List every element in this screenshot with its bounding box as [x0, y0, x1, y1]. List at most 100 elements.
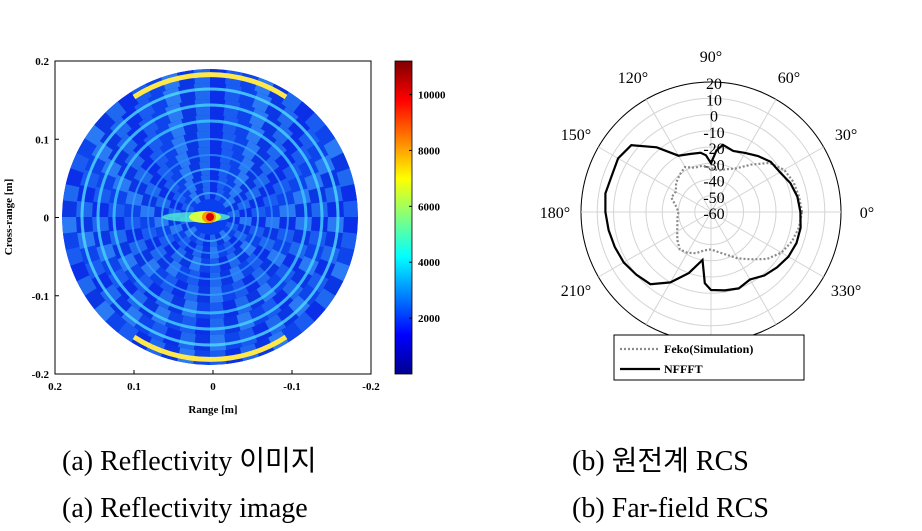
heatmap-ring — [112, 119, 308, 315]
heatmap-cell — [124, 150, 146, 171]
heatmap-cell — [156, 252, 175, 271]
polar-grid-spoke — [710, 146, 824, 213]
polar-r-label: -20 — [703, 141, 724, 158]
heatmap-cell — [327, 217, 344, 234]
heatmap-cell — [245, 163, 264, 182]
polar-grid-spoke — [598, 146, 712, 213]
heatmap-cell — [109, 188, 128, 205]
polar-theta-label: 330° — [831, 283, 861, 300]
heatmap-cell — [308, 186, 327, 204]
heatmap-cell — [308, 230, 327, 248]
heatmap-cell — [258, 236, 276, 252]
heatmap-cell — [343, 217, 358, 234]
polar-theta-label: 90° — [700, 49, 722, 66]
colorbar: 10000 8000 6000 4000 2000 — [394, 60, 446, 375]
series-nffft — [604, 143, 802, 292]
heatmap-cell — [116, 133, 138, 155]
heatmap-cell — [62, 184, 80, 202]
heatmap-cell — [194, 318, 210, 335]
heatmap-cell — [223, 315, 241, 334]
polar-theta-label: 210° — [561, 283, 591, 300]
heatmap-cell — [84, 124, 106, 146]
heatmap-peak — [206, 213, 214, 221]
heatmap-cell — [177, 331, 196, 351]
heatmap-cell — [177, 83, 196, 103]
heatmap-cell — [158, 185, 176, 201]
heatmap-cell — [116, 279, 138, 301]
caption-b-korean: (b) 원전계 RCS — [572, 445, 749, 477]
heatmap-cell — [239, 240, 257, 257]
heatmap-cell — [179, 315, 197, 334]
heatmap-cell — [288, 295, 311, 318]
heatmap-cell — [155, 195, 172, 209]
caption-a-english: (a) Reflectivity image — [62, 493, 308, 524]
heatmap-cell — [105, 101, 127, 123]
heatmap-cell — [92, 201, 109, 217]
heatmap-y-tick-label: -0.1 — [32, 291, 49, 303]
heatmap-cell — [195, 115, 210, 132]
heatmap-cell — [141, 193, 158, 208]
heatmap-cell — [70, 152, 90, 173]
heatmap-bright-arc-bottom — [132, 334, 288, 362]
heatmap-cell — [70, 261, 90, 282]
heatmap-cell — [141, 226, 158, 241]
polar-theta-label: 120° — [618, 70, 648, 87]
heatmap-x-tick-label: 0 — [210, 381, 216, 393]
heatmap-cell — [282, 133, 304, 155]
heatmap-cell — [324, 231, 344, 250]
heatmap-cell — [144, 182, 162, 198]
heatmap-cell — [62, 200, 77, 217]
heatmap-cell — [272, 123, 294, 145]
heatmap-cell — [293, 311, 315, 333]
heatmap-cell — [62, 217, 77, 234]
heatmap-cell — [233, 246, 250, 264]
heatmap-cell — [156, 163, 175, 182]
heatmap-cell — [343, 200, 358, 217]
polar-theta-label: 0° — [860, 205, 874, 222]
polar-theta-label: 150° — [561, 127, 591, 144]
heatmap-cell — [76, 231, 96, 250]
heatmap-cell — [109, 229, 128, 246]
heatmap-cell — [323, 138, 344, 159]
heatmap-cell — [258, 182, 276, 198]
heatmap-cell — [109, 116, 132, 139]
heatmap-cell — [181, 299, 198, 318]
heatmap-cell — [117, 321, 139, 343]
heatmap-cell — [311, 217, 328, 233]
heatmap-y-tick-label: 0.2 — [35, 56, 49, 68]
heatmap-cell — [281, 321, 303, 343]
heatmap-cell — [314, 288, 336, 310]
heatmap-cell — [210, 302, 225, 319]
heatmap-cell — [295, 202, 312, 217]
heatmap-cell — [93, 230, 112, 248]
heatmap-cell — [143, 131, 164, 153]
heatmap-cell — [108, 202, 125, 217]
caption-a-korean: (a) Reflectivity 이미지 — [62, 446, 317, 477]
heatmap-cell — [314, 124, 336, 146]
heatmap-cell — [132, 139, 154, 161]
heatmap-cell — [193, 83, 210, 100]
heatmap-cell — [170, 170, 187, 188]
heatmap-ylabel: Cross-range [m] — [3, 179, 15, 255]
heatmap-cell — [252, 172, 271, 189]
heatmap-cell — [76, 275, 97, 296]
heatmap-cell — [178, 251, 194, 269]
heatmap-cell — [266, 139, 288, 161]
polar-r-label: -40 — [703, 174, 724, 191]
heatmap-cell — [274, 263, 296, 284]
heatmap-cell — [149, 172, 168, 189]
heatmap-cell — [292, 188, 311, 205]
heatmap-cell — [92, 217, 109, 233]
heatmap-cell — [165, 259, 182, 278]
heatmap-cell — [163, 240, 181, 257]
heatmap-cell — [340, 232, 358, 250]
polar-panel: 0°30°60°90°120°150°180°210°240°270°300°3… — [540, 49, 874, 381]
heatmap-x-ticks: 0.2 0.1 0 -0.1 -0.2 — [48, 370, 380, 393]
heatmap-cell — [330, 152, 350, 173]
polar-theta-label: 30° — [835, 127, 857, 144]
heatmap-cell — [256, 281, 277, 303]
heatmap-cell — [219, 148, 234, 165]
heatmap-cell — [226, 165, 242, 183]
reflectivity-panel: 0.2 0.1 0 -0.1 -0.2 0.2 0.1 0 -0.1 -0.2 Range [m… — [3, 56, 446, 416]
colorbar-tick-label: 8000 — [418, 145, 441, 157]
